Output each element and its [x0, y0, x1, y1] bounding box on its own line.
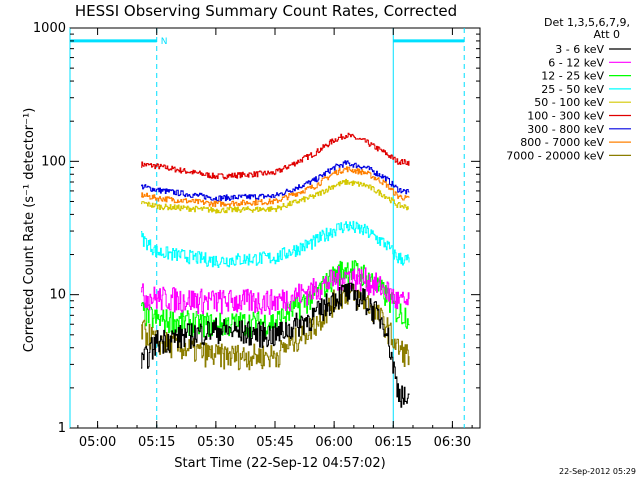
legend-label-8: 7000 - 20000 keV: [506, 149, 604, 162]
x-tick-label-6: 06:30: [434, 435, 471, 450]
y-tick-label-0: 1: [58, 421, 66, 436]
y-tick-label-2: 100: [41, 154, 66, 169]
legend-label-7: 800 - 7000 keV: [520, 136, 604, 149]
plot-border: [69, 27, 481, 429]
series-group: [141, 132, 410, 408]
legend-label-1: 6 - 12 keV: [548, 56, 604, 69]
series-line-4: [141, 220, 410, 268]
series-line-1: [141, 160, 410, 202]
legend-label-6: 300 - 800 keV: [527, 123, 604, 136]
x-tick-label-4: 06:00: [315, 435, 352, 450]
footer-timestamp: 22-Sep-2012 05:29: [559, 467, 636, 476]
x-tick-label-0: 05:00: [79, 435, 116, 450]
legend-label-4: 50 - 100 keV: [534, 96, 604, 109]
legend-header-1: Det 1,3,5,6,7,9,: [544, 16, 630, 29]
legend-label-5: 100 - 300 keV: [527, 110, 604, 123]
vertical-lines: [69, 28, 465, 428]
y-tick-label-3: 1000: [33, 21, 66, 36]
legend-label-3: 25 - 50 keV: [541, 83, 604, 96]
x-axis-label: Start Time (22-Sep-12 04:57:02): [174, 456, 385, 471]
series-line-3: [141, 178, 409, 214]
legend-label-0: 3 - 6 keV: [555, 43, 604, 56]
series-line-0: [141, 132, 410, 180]
legend-label-2: 12 - 25 keV: [541, 70, 604, 83]
chart-title: HESSI Observing Summary Count Rates, Cor…: [75, 2, 457, 20]
y-axis: 1 10 100 1000: [33, 21, 480, 436]
x-tick-label-1: 05:15: [138, 435, 175, 450]
x-axis: 05:00 05:15 05:30 05:45 06:00 06:15 06:30: [77, 28, 473, 450]
series-line-5: [141, 260, 410, 338]
series-line-6: [141, 266, 410, 315]
series-line-2: [141, 166, 410, 208]
x-tick-label-3: 05:45: [256, 435, 293, 450]
legend-header-2: Att 0: [594, 28, 620, 41]
y-tick-label-1: 10: [49, 288, 66, 303]
series-line-8: [141, 282, 410, 408]
night-bar-label-0: N: [161, 37, 168, 47]
x-tick-label-5: 06:15: [375, 435, 412, 450]
night-bars: N: [70, 37, 465, 47]
plot-frame: [69, 27, 481, 429]
y-axis-label: Corrected Count Rate (s⁻¹ detector⁻¹): [22, 108, 37, 353]
x-tick-label-2: 05:30: [197, 435, 234, 450]
